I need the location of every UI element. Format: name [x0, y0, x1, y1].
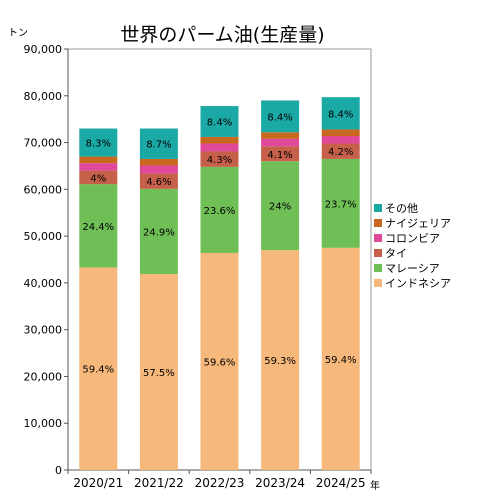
legend-item: その他	[374, 200, 451, 215]
bar-segment	[79, 170, 118, 185]
data-label: 24.9%	[143, 227, 175, 238]
data-label: 59.6%	[204, 357, 236, 368]
legend-item: タイ	[374, 245, 451, 260]
x-axis-unit: 年	[370, 481, 380, 492]
data-label: 24%	[269, 202, 291, 213]
bar-segment	[321, 158, 360, 248]
bar-segment	[261, 132, 300, 139]
data-label: 8.4%	[328, 109, 353, 120]
bar-segment	[200, 252, 239, 470]
legend-item: マレーシア	[374, 260, 451, 275]
bar-segment	[79, 163, 118, 171]
y-tick-label: 60,000	[24, 183, 63, 196]
data-label: 8.3%	[86, 139, 111, 150]
data-label: 23.6%	[204, 206, 236, 217]
bar-segment	[200, 143, 239, 152]
legend-label: その他	[385, 201, 418, 215]
y-tick-label: 30,000	[24, 324, 63, 337]
bar-segment	[200, 136, 239, 144]
y-tick-label: 90,000	[24, 43, 63, 56]
bar-segment	[321, 136, 360, 144]
legend-label: タイ	[385, 246, 407, 260]
data-label: 59.4%	[82, 365, 114, 376]
x-tick-label: 2024/25	[316, 476, 366, 490]
legend-label: インドネシア	[385, 276, 451, 290]
legend-item: インドネシア	[374, 275, 451, 290]
bar-segment	[261, 100, 300, 133]
data-label: 8.4%	[267, 112, 292, 123]
y-axis-unit: トン	[8, 28, 28, 39]
legend-item: コロンビア	[374, 230, 451, 245]
y-tick-label: 40,000	[24, 277, 63, 290]
legend-swatch	[374, 248, 382, 257]
legend-label: ナイジェリア	[385, 216, 451, 230]
data-label: 4%	[90, 173, 106, 184]
data-label: 24.4%	[82, 222, 114, 233]
bar-segment	[261, 146, 300, 162]
x-tick-label: 2021/22	[134, 476, 184, 490]
bar-segment	[321, 247, 360, 470]
legend-swatch	[374, 263, 382, 272]
bar-segment	[261, 250, 300, 470]
legend-swatch	[374, 278, 382, 287]
data-label: 4.6%	[146, 177, 171, 188]
bar-segment	[139, 128, 178, 159]
bar-segment	[79, 156, 118, 164]
legend-swatch	[374, 233, 382, 242]
x-tick-label: 2023/24	[255, 476, 305, 490]
bar-segment	[261, 138, 300, 147]
bar-segment	[321, 143, 360, 159]
bar-segment	[139, 188, 178, 275]
bar-segment	[139, 158, 178, 166]
legend-swatch	[374, 203, 382, 212]
data-label: 4.2%	[328, 147, 353, 158]
bar-segment	[200, 151, 239, 167]
data-label: 4.3%	[207, 155, 232, 166]
bar-segment	[79, 184, 118, 268]
y-tick-label: 0	[55, 464, 62, 477]
legend-label: マレーシア	[385, 261, 440, 275]
data-label: 8.7%	[146, 140, 171, 151]
bar-segment	[200, 106, 239, 137]
data-label: 23.7%	[325, 199, 357, 210]
bar-segment	[261, 161, 300, 251]
y-tick-label: 80,000	[24, 90, 63, 103]
legend: その他 ナイジェリア コロンビア タイ マレーシア インドネシア	[374, 200, 451, 290]
bar-segment	[321, 97, 360, 130]
bar-segment	[79, 128, 118, 157]
chart-title: 世界のパーム油(生産量)	[120, 24, 325, 46]
data-label: 57.5%	[143, 368, 175, 379]
y-tick-label: 70,000	[24, 137, 63, 150]
data-label: 8.4%	[207, 118, 232, 129]
bar-segment	[79, 267, 118, 470]
bar-segment	[139, 274, 178, 470]
x-tick-label: 2020/21	[73, 476, 123, 490]
y-tick-label: 10,000	[24, 417, 63, 430]
y-tick-label: 50,000	[24, 230, 63, 243]
data-label: 59.4%	[325, 355, 357, 366]
legend-item: ナイジェリア	[374, 215, 451, 230]
y-tick-label: 20,000	[24, 370, 63, 383]
legend-label: コロンビア	[385, 231, 440, 245]
bar-segment	[321, 129, 360, 137]
data-label: 59.3%	[264, 356, 296, 367]
x-tick-label: 2022/23	[195, 476, 245, 490]
bar-segment	[200, 166, 239, 253]
bar-segment	[139, 173, 178, 189]
bar-segment	[139, 165, 178, 174]
legend-swatch	[374, 218, 382, 227]
data-label: 4.1%	[267, 150, 292, 161]
